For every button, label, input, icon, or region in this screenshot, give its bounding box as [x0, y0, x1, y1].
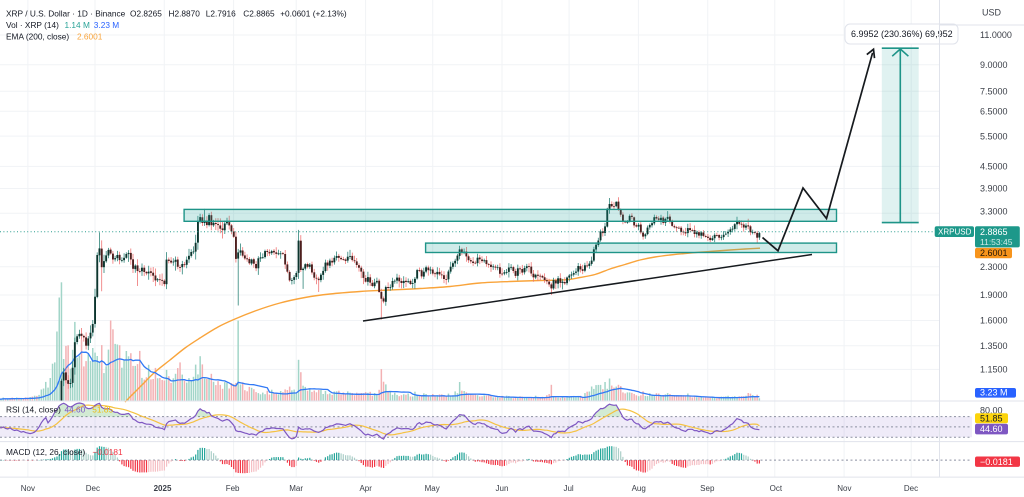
svg-text:−0.0181: −0.0181 — [980, 457, 1013, 467]
svg-text:Dec: Dec — [86, 484, 100, 493]
svg-text:USD: USD — [982, 8, 1002, 18]
svg-text:Dec: Dec — [904, 484, 918, 493]
svg-text:2.6001: 2.6001 — [77, 31, 103, 41]
svg-text:1.9000: 1.9000 — [980, 290, 1008, 300]
svg-text:Mar: Mar — [289, 484, 303, 493]
svg-text:Nov: Nov — [837, 484, 851, 493]
svg-text:44.60: 44.60 — [980, 424, 1003, 434]
svg-text:May: May — [425, 484, 440, 493]
svg-text:4.5000: 4.5000 — [980, 162, 1008, 172]
svg-text:3.23 M: 3.23 M — [980, 388, 1008, 398]
svg-text:51.85: 51.85 — [92, 405, 113, 415]
svg-text:80.00: 80.00 — [980, 405, 1003, 415]
svg-text:Sep: Sep — [700, 484, 715, 493]
svg-text:1.14 M: 1.14 M — [65, 20, 90, 30]
svg-text:2025: 2025 — [154, 484, 172, 493]
svg-text:Nov: Nov — [21, 484, 35, 493]
svg-text:51.85: 51.85 — [980, 413, 1003, 423]
svg-text:44.60: 44.60 — [65, 405, 86, 415]
svg-text:+0.0601 (+2.13%): +0.0601 (+2.13%) — [280, 8, 347, 18]
svg-text:2.8865: 2.8865 — [980, 227, 1008, 237]
svg-text:−0.0181: −0.0181 — [92, 447, 123, 457]
svg-text:MACD (12, 26, close): MACD (12, 26, close) — [6, 447, 86, 457]
svg-text:2.3000: 2.3000 — [980, 262, 1008, 272]
svg-text:3.23 M: 3.23 M — [94, 20, 119, 30]
svg-text:XRPUSD: XRPUSD — [938, 227, 972, 236]
svg-text:9.0000: 9.0000 — [980, 60, 1008, 70]
svg-text:H2.8870: H2.8870 — [169, 8, 201, 18]
svg-text:2.6001: 2.6001 — [980, 248, 1008, 258]
svg-text:Aug: Aug — [632, 484, 646, 493]
svg-text:3.9000: 3.9000 — [980, 184, 1008, 194]
svg-text:RSI (14, close): RSI (14, close) — [6, 405, 61, 415]
svg-text:1.6000: 1.6000 — [980, 316, 1008, 326]
svg-text:3.3000: 3.3000 — [980, 207, 1008, 217]
svg-text:11.0000: 11.0000 — [980, 30, 1012, 40]
svg-text:5.5000: 5.5000 — [980, 131, 1008, 141]
svg-text:EMA (200, close): EMA (200, close) — [6, 31, 69, 41]
svg-text:6.9952 (230.36%) 69,952: 6.9952 (230.36%) 69,952 — [851, 29, 953, 39]
svg-text:O2.8265: O2.8265 — [130, 8, 162, 18]
svg-text:1.1500: 1.1500 — [980, 365, 1008, 375]
svg-text:C2.8865: C2.8865 — [243, 8, 275, 18]
svg-text:Vol · XRP (14): Vol · XRP (14) — [6, 20, 59, 30]
svg-text:Oct: Oct — [770, 484, 783, 493]
svg-text:1.3500: 1.3500 — [980, 341, 1008, 351]
svg-text:Jun: Jun — [496, 484, 509, 493]
svg-text:Feb: Feb — [226, 484, 240, 493]
svg-text:Jul: Jul — [563, 484, 573, 493]
svg-text:XRP / U.S. Dollar · 1D · Binan: XRP / U.S. Dollar · 1D · Binance — [6, 8, 126, 18]
svg-text:Apr: Apr — [359, 484, 372, 493]
svg-text:7.5000: 7.5000 — [980, 86, 1008, 96]
svg-text:6.5000: 6.5000 — [980, 106, 1008, 116]
svg-text:L2.7916: L2.7916 — [206, 8, 236, 18]
svg-text:11:53:45: 11:53:45 — [980, 237, 1013, 247]
